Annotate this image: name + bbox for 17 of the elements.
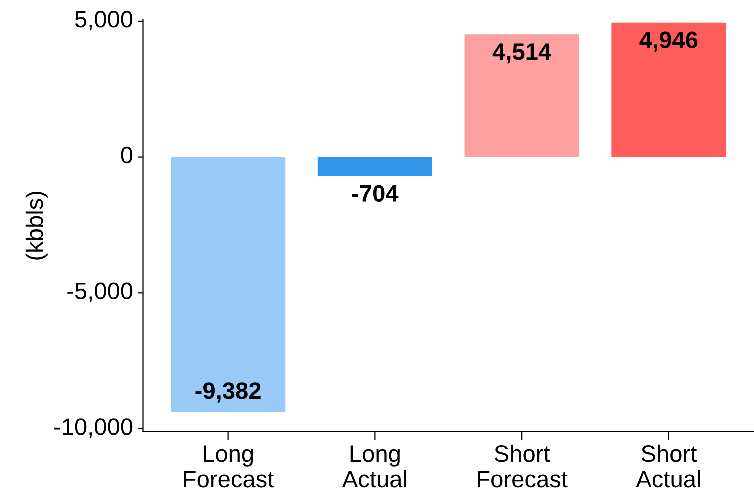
data-label: 4,514 bbox=[492, 44, 552, 64]
bar bbox=[464, 34, 580, 158]
y-tick-label: 5,000 bbox=[75, 11, 133, 31]
data-label: -704 bbox=[352, 185, 399, 202]
y-tick-label: -10,000 bbox=[54, 418, 133, 438]
y-axis-title: (kbbls) bbox=[26, 192, 48, 260]
data-label: 4,946 bbox=[640, 32, 698, 52]
bar bbox=[318, 157, 432, 176]
x-tick-label: Short Actual bbox=[636, 444, 700, 488]
bar bbox=[171, 157, 286, 412]
y-tick-label: 0 bbox=[121, 146, 133, 164]
x-tick-label: Long Actual bbox=[342, 446, 406, 488]
x-tick-label: Short Forecast bbox=[478, 444, 568, 488]
data-label: -9,382 bbox=[196, 382, 261, 403]
y-tick-label: -5,000 bbox=[68, 282, 133, 302]
bar bbox=[612, 22, 726, 158]
x-tick-label: Long Forecast bbox=[184, 446, 274, 488]
